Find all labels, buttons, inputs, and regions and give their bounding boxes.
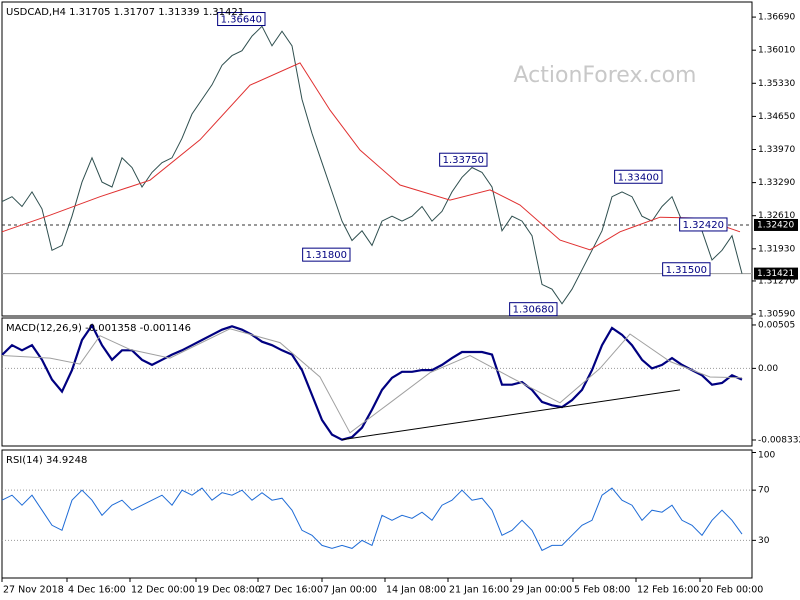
y-tick-label: 1.30590 bbox=[758, 310, 795, 320]
y-tick-label: 1.33970 bbox=[758, 145, 795, 155]
annotation-label: 1.36640 bbox=[221, 15, 262, 26]
panel-title: MACD(12,26,9) -0.001358 -0.001146 bbox=[6, 323, 191, 334]
x-tick-label: 7 Jan 00:00 bbox=[323, 585, 377, 596]
panel-frame bbox=[1, 449, 753, 579]
series-line bbox=[1, 328, 743, 434]
panel-title: USDCAD,H4 1.31705 1.31707 1.31339 1.3142… bbox=[6, 7, 244, 18]
annotation-label: 1.31500 bbox=[666, 265, 707, 276]
annotation-label: 1.32420 bbox=[683, 220, 724, 231]
y-tick-label: 70 bbox=[758, 486, 770, 496]
annotation-label: 1.33400 bbox=[618, 172, 659, 183]
annotation-label: 1.33750 bbox=[443, 155, 484, 166]
annotation-box bbox=[217, 12, 266, 27]
series-line bbox=[1, 487, 743, 552]
watermark: ActionForex.com bbox=[514, 63, 697, 88]
annotation-label: 1.30680 bbox=[513, 305, 554, 316]
series-line bbox=[1, 25, 743, 305]
y-tick-label: -0.008332 bbox=[758, 435, 800, 445]
annotation-box bbox=[614, 169, 663, 184]
panel-frame bbox=[1, 317, 753, 447]
x-tick-label: 12 Feb 16:00 bbox=[637, 585, 699, 596]
series-line bbox=[1, 323, 743, 441]
price-tag bbox=[754, 218, 798, 231]
x-tick-label: 27 Nov 2018 bbox=[3, 585, 64, 596]
x-tick-label: 29 Jan 00:00 bbox=[512, 585, 572, 596]
annotation-box bbox=[509, 302, 558, 317]
x-tick-label: 20 Feb 00:00 bbox=[701, 585, 763, 596]
x-tick-label: 21 Jan 16:00 bbox=[449, 585, 509, 596]
annotation-box bbox=[302, 247, 351, 262]
panel-title: RSI(14) 34.9248 bbox=[6, 455, 87, 466]
annotation-label: 1.31800 bbox=[306, 250, 347, 261]
y-tick-label: 1.33290 bbox=[758, 178, 795, 188]
y-tick-label: 1.35330 bbox=[758, 79, 795, 89]
x-tick-label: 27 Dec 16:00 bbox=[259, 585, 323, 596]
y-tick-label: 1.32610 bbox=[758, 211, 795, 221]
series-line bbox=[1, 62, 741, 251]
x-tick-label: 4 Dec 16:00 bbox=[68, 585, 126, 596]
y-tick-label: 1.31270 bbox=[758, 276, 795, 286]
y-tick-label: 1.34650 bbox=[758, 112, 795, 122]
x-tick-label: 5 Feb 08:00 bbox=[574, 585, 630, 596]
y-tick-label: 0.00 bbox=[758, 364, 778, 374]
x-tick-label: 19 Dec 08:00 bbox=[197, 585, 261, 596]
y-tick-label: 100 bbox=[758, 451, 775, 461]
y-tick-label: 1.31930 bbox=[758, 244, 795, 254]
annotation-box bbox=[662, 262, 711, 277]
y-tick-label: 0.00505 bbox=[758, 320, 795, 330]
x-tick-label: 12 Dec 00:00 bbox=[131, 585, 195, 596]
series-line bbox=[341, 389, 681, 441]
annotation-box bbox=[439, 152, 488, 167]
annotation-box bbox=[679, 217, 728, 232]
x-tick-label: 14 Jan 08:00 bbox=[386, 585, 446, 596]
y-tick-label: 1.36690 bbox=[758, 13, 795, 23]
panel-frame bbox=[1, 1, 753, 317]
price-tag bbox=[754, 267, 798, 280]
price-tag-label: 1.31421 bbox=[757, 269, 794, 279]
y-tick-label: 30 bbox=[758, 536, 770, 546]
price-tag-label: 1.32420 bbox=[757, 220, 794, 230]
y-tick-label: 1.36010 bbox=[758, 46, 795, 56]
